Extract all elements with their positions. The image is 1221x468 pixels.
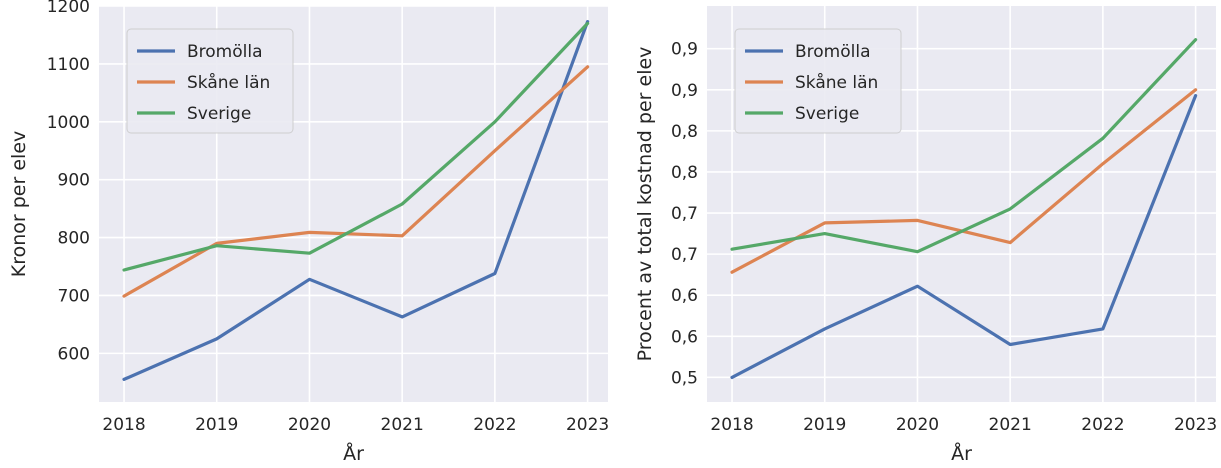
series-line-3 bbox=[122, 21, 590, 272]
legend-label: Skåne län bbox=[187, 72, 270, 93]
x-tick-label: 2020 bbox=[896, 415, 939, 435]
y-tick-label: 0,6 bbox=[671, 327, 698, 347]
legend-label: Sverige bbox=[795, 104, 859, 124]
y-tick-label: 0,7 bbox=[671, 245, 698, 265]
y-axis-label: Kronor per elev bbox=[8, 131, 30, 278]
y-tick-label: 0,8 bbox=[671, 122, 698, 142]
y-tick-label: 0,9 bbox=[671, 40, 698, 60]
legend-label: Sverige bbox=[187, 104, 251, 124]
y-tick-label: 0,9 bbox=[671, 81, 698, 101]
legend-label: Skåne län bbox=[795, 72, 878, 93]
y-tick-label: 800 bbox=[58, 229, 90, 249]
y-tick-label: 0,5 bbox=[671, 368, 698, 388]
x-axis-label: År bbox=[343, 442, 364, 464]
legend-label: Bromölla bbox=[187, 42, 263, 62]
legend-box bbox=[734, 28, 902, 134]
x-tick-label: 2022 bbox=[473, 415, 516, 435]
x-axis-label: År bbox=[951, 442, 972, 464]
series-line-2 bbox=[122, 65, 590, 298]
x-tick-label: 2021 bbox=[381, 415, 424, 435]
x-tick-label: 2018 bbox=[102, 415, 145, 435]
y-tick-label: 0,8 bbox=[671, 163, 698, 183]
series-line-1 bbox=[730, 93, 1198, 379]
x-tick-label: 2023 bbox=[1174, 415, 1217, 435]
y-tick-label: 700 bbox=[58, 286, 90, 306]
legend-label: Bromölla bbox=[795, 42, 871, 62]
y-tick-label: 900 bbox=[58, 171, 90, 191]
series-line-1 bbox=[122, 20, 590, 381]
x-tick-label: 2021 bbox=[989, 415, 1032, 435]
x-tick-label: 2022 bbox=[1081, 415, 1124, 435]
y-tick-label: 1200 bbox=[47, 0, 90, 17]
x-tick-label: 2019 bbox=[803, 415, 846, 435]
x-tick-label: 2018 bbox=[710, 415, 753, 435]
y-tick-label: 0,7 bbox=[671, 204, 698, 224]
chart-panel-2: 2018 2019 2020 2021 2022 2023 0,5 0,6 0,6 0,7 0,7 0… bbox=[634, 6, 1217, 465]
y-tick-label: 1100 bbox=[47, 55, 90, 75]
y-tick-label: 1000 bbox=[47, 113, 90, 133]
x-tick-label: 2023 bbox=[566, 415, 609, 435]
y-tick-label: 600 bbox=[58, 344, 90, 364]
x-tick-label: 2020 bbox=[288, 415, 331, 435]
y-tick-label: 0,6 bbox=[671, 286, 698, 306]
series-line-3 bbox=[730, 38, 1198, 254]
y-axis-label: Procent av total kostnad per elev bbox=[634, 47, 656, 362]
x-tick-label: 2019 bbox=[195, 415, 238, 435]
chart-panel-1: 2018 2019 2020 2021 2022 2023 600 700 800 900 1000… bbox=[8, 0, 609, 465]
legend-box bbox=[126, 28, 294, 134]
